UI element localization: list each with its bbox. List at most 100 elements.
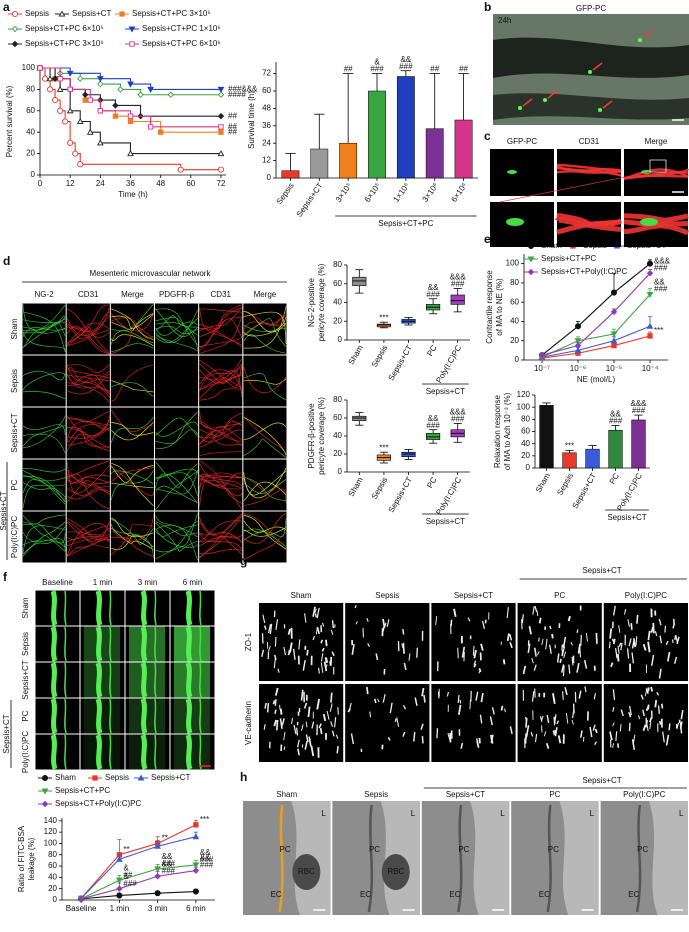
- junction-stain: [275, 619, 279, 630]
- junction-stain: [479, 714, 483, 724]
- junction-stain: [279, 708, 283, 715]
- micrograph: [22, 355, 66, 407]
- annotation: ##: [228, 111, 237, 120]
- junction-stain: [579, 730, 583, 738]
- bar: [425, 128, 444, 179]
- vessel: [22, 391, 66, 399]
- significance: &&&: [450, 273, 467, 282]
- group-label: Sepsis+CT+PC: [378, 219, 433, 228]
- micrograph: [603, 603, 688, 681]
- junction-stain: [381, 626, 385, 632]
- junction-stain: [533, 664, 537, 671]
- junction-stain: [659, 635, 663, 644]
- junction-stain: [331, 730, 335, 737]
- vessel: [22, 327, 66, 337]
- vessel: [199, 451, 242, 457]
- micrograph: [431, 603, 516, 681]
- rbc: [381, 854, 410, 890]
- junction-stain: [560, 664, 565, 673]
- junction-stain: [292, 648, 296, 660]
- vessel: [64, 590, 67, 626]
- junction-stain: [416, 647, 419, 658]
- junction-stain: [666, 651, 671, 662]
- junction-stain: [287, 628, 291, 635]
- row-label: Poly(I:C)PC: [10, 516, 19, 558]
- significance: ##: [430, 65, 439, 74]
- significance: **: [123, 845, 129, 854]
- vessel: [623, 170, 689, 180]
- vessel: [22, 311, 66, 353]
- junction-stain: [421, 687, 425, 697]
- junction-stain: [595, 632, 598, 644]
- junction-stain: [461, 646, 466, 658]
- junction-stain: [274, 699, 277, 706]
- junction-stain: [447, 732, 451, 740]
- junction-stain: [654, 631, 658, 637]
- junction-stain: [506, 607, 509, 619]
- x-tick-label: 3 min: [148, 904, 168, 913]
- group-label: Sepsis+CT: [582, 776, 621, 785]
- vessel: [66, 536, 110, 557]
- vessel: [243, 438, 287, 458]
- junction-stain: [274, 687, 279, 696]
- junction-stain: [612, 689, 616, 700]
- y-axis-label: Relaxation response: [493, 394, 502, 467]
- vessel: [66, 522, 110, 557]
- micrograph: [170, 590, 215, 626]
- series-line: [80, 864, 196, 900]
- vessel: [67, 304, 110, 344]
- y-tick-label: 100: [22, 63, 36, 72]
- vessel: [199, 480, 242, 489]
- marker: [77, 161, 84, 168]
- junction-stain: [354, 604, 357, 609]
- vessel: [66, 365, 110, 398]
- x-tick-label: Poly(I:C)PC: [434, 343, 463, 384]
- junction-stain: [414, 697, 418, 706]
- micrograph: [259, 603, 344, 681]
- micrograph: [243, 459, 287, 511]
- junction-stain: [283, 646, 286, 656]
- junction-stain: [556, 653, 560, 663]
- junction-stain: [563, 636, 567, 647]
- vessel: [155, 524, 198, 537]
- row-label: Sepsis: [10, 369, 19, 393]
- column-label: Poly(I:C)PC: [625, 591, 667, 600]
- vessel: [140, 662, 148, 698]
- leakage: [84, 734, 120, 770]
- junction-stain: [665, 640, 669, 646]
- micrograph: [35, 698, 80, 734]
- significance: &&: [200, 854, 211, 863]
- row-label: Sepsis+CT: [10, 413, 19, 452]
- column-label: GFP-PC: [507, 137, 537, 146]
- image-label: 24h: [498, 16, 511, 25]
- legend-label: Sepsis+CT+PC 6×10⁶: [142, 39, 221, 48]
- junction-stain: [369, 711, 372, 718]
- marker: [127, 81, 134, 88]
- marker: [217, 86, 225, 93]
- junction-stain: [373, 698, 377, 704]
- vessel: [111, 303, 154, 332]
- significance: ###: [162, 859, 176, 868]
- junction-stain: [312, 635, 316, 641]
- leakage: [129, 698, 165, 734]
- vessel: [155, 334, 198, 352]
- arrow: [602, 100, 613, 109]
- junction-stain: [273, 654, 277, 661]
- vessel: [64, 734, 67, 770]
- pericyte: [457, 804, 463, 913]
- panel-label: h: [240, 770, 247, 784]
- junction-stain: [446, 691, 449, 697]
- vessel: [243, 311, 287, 333]
- significance: ##: [344, 65, 353, 74]
- x-tick-label: 12: [66, 179, 75, 188]
- vessel: [185, 698, 193, 734]
- bar: [585, 448, 600, 469]
- y-tick-label: 48: [262, 104, 271, 113]
- column-label: Baseline: [42, 578, 73, 587]
- vessel: [22, 372, 66, 391]
- vessel: [243, 481, 287, 501]
- micrograph: [80, 734, 125, 770]
- vessel: [22, 304, 66, 331]
- junction-stain: [561, 649, 564, 657]
- micrograph: [35, 662, 80, 698]
